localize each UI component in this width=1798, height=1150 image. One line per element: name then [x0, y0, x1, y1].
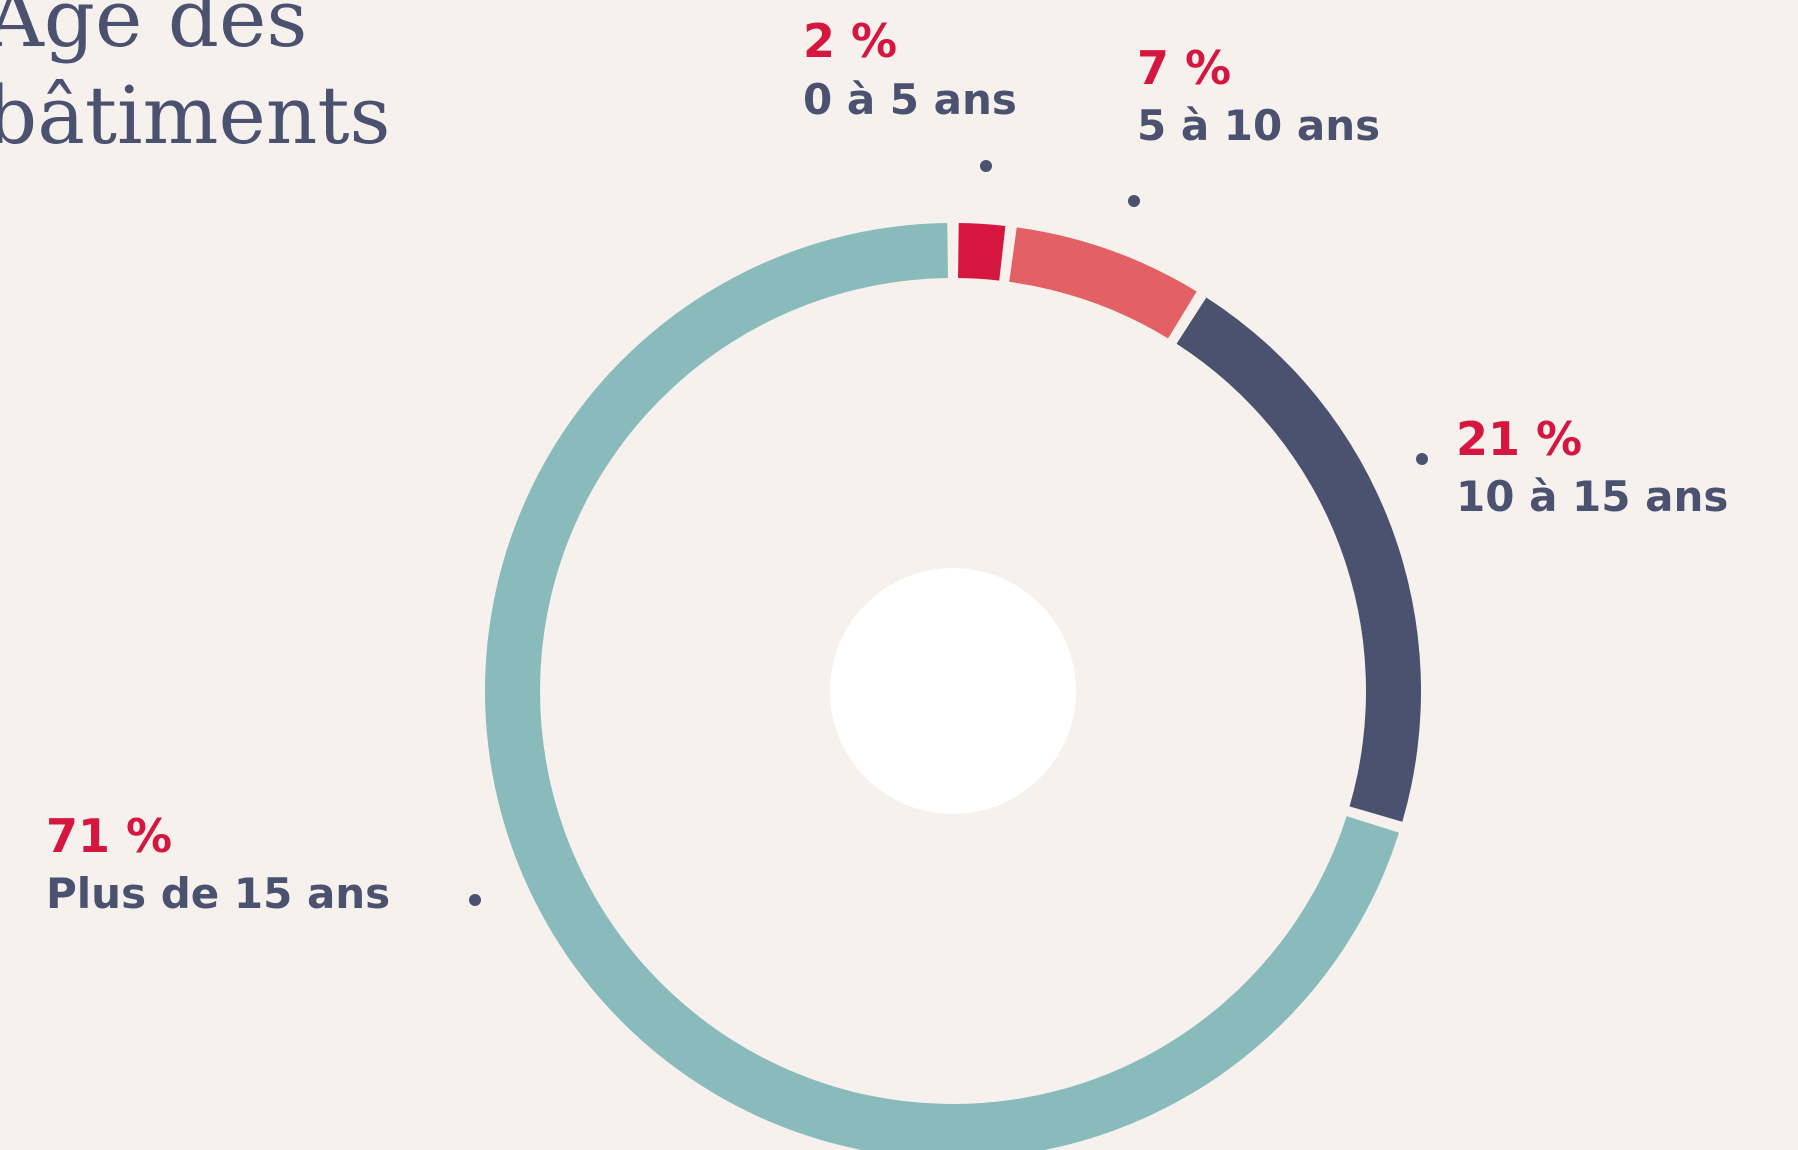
donut-center [830, 568, 1076, 814]
label-dot [980, 160, 992, 172]
label-dot [1416, 453, 1428, 465]
donut-segment [1009, 227, 1197, 339]
label-dot [469, 894, 481, 906]
category-label: 5 à 10 ans [1137, 101, 1380, 150]
category-label: 10 à 15 ans [1456, 472, 1728, 521]
value-label: 21 % [1456, 412, 1582, 466]
value-label: 7 % [1137, 41, 1231, 95]
value-label: 2 % [803, 14, 897, 68]
chart-title: bâtiments [0, 69, 391, 162]
chart-title: Âge des [0, 0, 307, 65]
value-label: 71 % [46, 809, 172, 863]
category-label: Plus de 15 ans [46, 869, 390, 918]
donut-segment [1176, 297, 1421, 822]
category-label: 0 à 5 ans [803, 75, 1017, 124]
donut-segment [958, 223, 1006, 281]
label-dot [1128, 195, 1140, 207]
